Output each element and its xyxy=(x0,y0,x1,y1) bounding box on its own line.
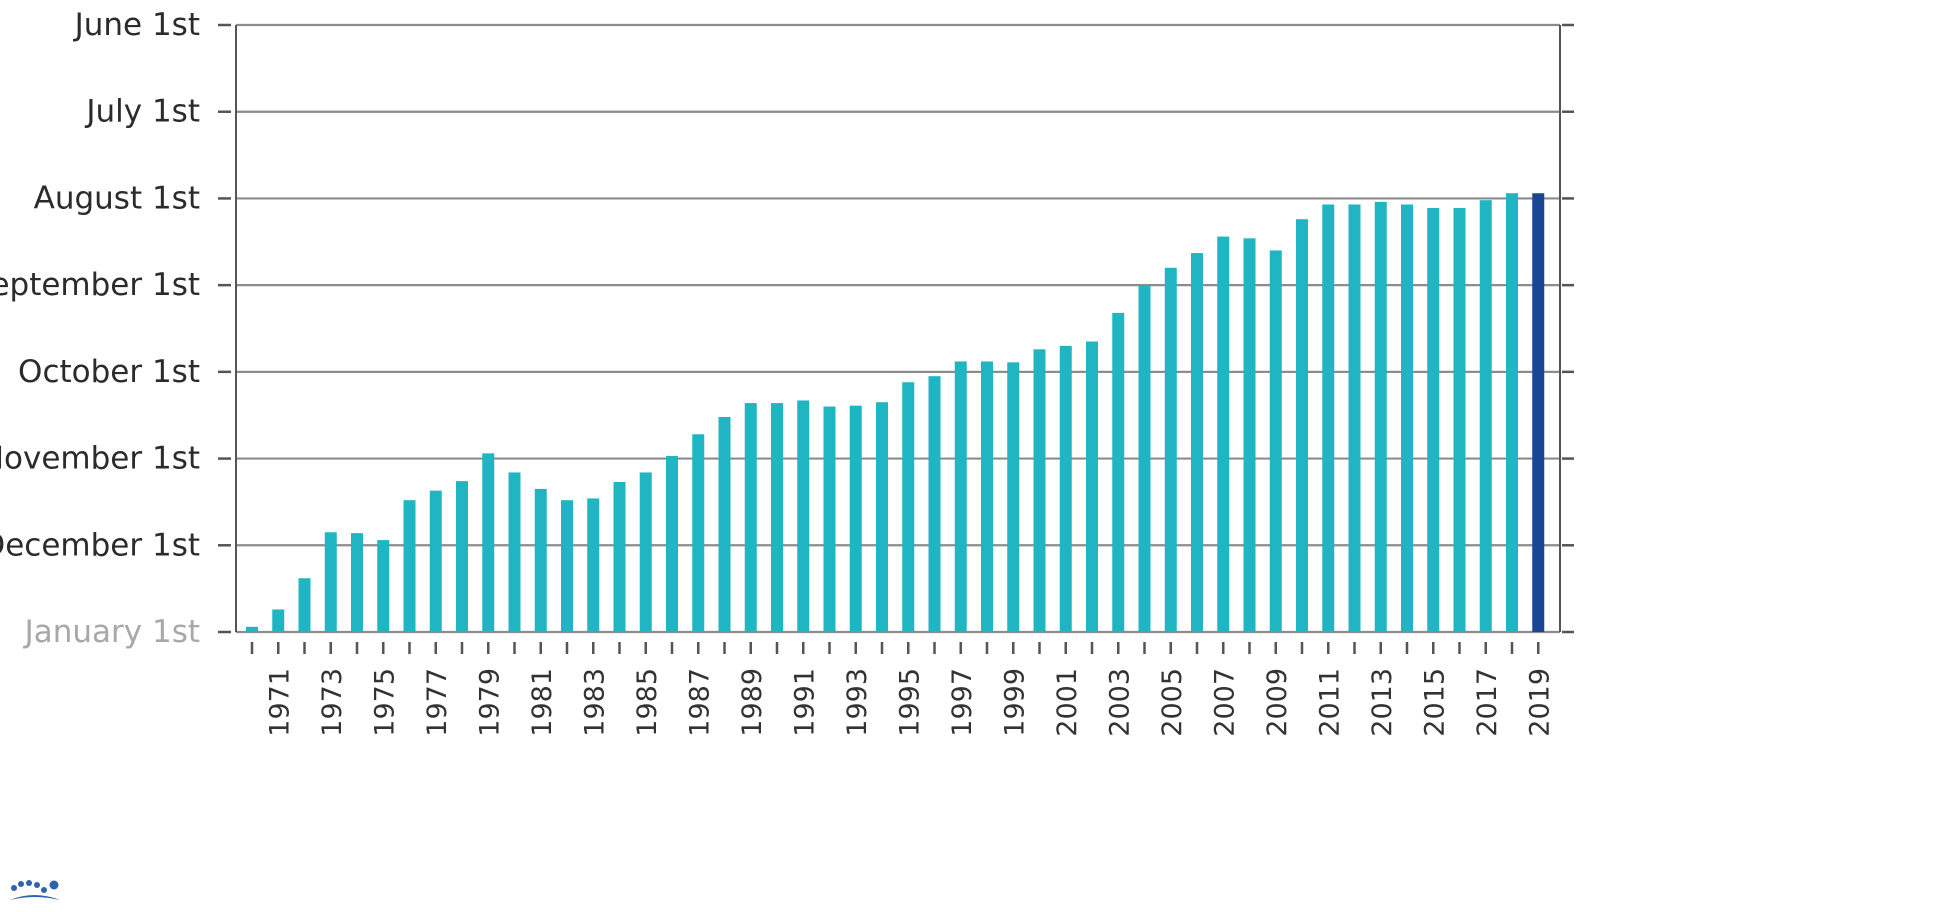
bar-1972 xyxy=(298,578,311,632)
bar-2013 xyxy=(1374,201,1387,632)
bar-1988 xyxy=(718,416,731,632)
x-tick-label: 1981 xyxy=(527,668,558,737)
bar-2010 xyxy=(1296,219,1308,633)
bar-1983 xyxy=(587,498,600,632)
bar-2004 xyxy=(1138,286,1151,632)
y-tick-label: August 1st xyxy=(34,180,200,216)
bar-1981 xyxy=(534,488,547,632)
y-axis: June 1st July 1st August 1st September 1st O… xyxy=(0,7,1574,650)
x-tick-label: 2017 xyxy=(1472,668,1503,737)
bar-1976 xyxy=(403,500,416,632)
bar-1974 xyxy=(351,533,363,632)
bar-1994 xyxy=(876,402,888,632)
x-tick-label: 1977 xyxy=(422,668,453,737)
y-tick-label: December 1st xyxy=(0,527,200,563)
bar-1978 xyxy=(456,481,468,632)
bars xyxy=(246,193,1545,633)
x-tick-label: 1987 xyxy=(684,668,715,737)
bar-2014 xyxy=(1401,204,1413,632)
y-tick-label: January 1st xyxy=(23,614,200,650)
bar-1999 xyxy=(1007,362,1020,632)
x-tick-label: 1975 xyxy=(369,668,400,737)
x-tick-label: 1973 xyxy=(317,668,348,737)
bar-1982 xyxy=(561,500,573,632)
x-tick-label: 1985 xyxy=(632,668,663,737)
y-tick-label: November 1st xyxy=(0,441,200,477)
bar-2002 xyxy=(1086,341,1098,632)
bar-1973 xyxy=(324,532,337,632)
bar-1979 xyxy=(482,453,495,632)
bar-1991 xyxy=(797,400,810,632)
x-tick-label: 2013 xyxy=(1367,668,1398,737)
x-tick-label: 1993 xyxy=(842,668,873,737)
logo-icon xyxy=(10,880,60,900)
x-tick-label: 2005 xyxy=(1157,668,1188,737)
bar-2006 xyxy=(1191,253,1203,632)
bar-2008 xyxy=(1243,238,1256,632)
bar-2018 xyxy=(1506,193,1518,632)
bar-2016 xyxy=(1453,207,1466,632)
bar-1985 xyxy=(639,472,652,632)
bar-1997 xyxy=(954,361,967,632)
bar-2005 xyxy=(1164,267,1177,632)
x-tick-label: 1989 xyxy=(737,668,768,737)
x-tick-label: 1983 xyxy=(579,668,610,737)
x-tick-label: 2007 xyxy=(1209,668,1240,737)
bar-1980 xyxy=(508,472,521,632)
bar-2012 xyxy=(1348,204,1361,632)
x-tick-label: 1971 xyxy=(264,668,295,737)
bar-1995 xyxy=(902,382,915,632)
bar-2003 xyxy=(1112,312,1125,632)
y-tick-label: October 1st xyxy=(18,354,200,390)
bar-2001 xyxy=(1059,345,1072,632)
bar-1993 xyxy=(849,405,862,632)
bar-1987 xyxy=(692,434,705,632)
bar-2007 xyxy=(1217,236,1230,632)
bar-2017 xyxy=(1479,200,1492,633)
bar-1977 xyxy=(429,490,442,632)
x-axis: 1971 1973 1975 1977 1979 1981 1983 1985 1987 1989… xyxy=(250,642,1555,737)
x-tick-label: 2011 xyxy=(1314,668,1345,737)
x-tick-label: 2001 xyxy=(1052,668,1083,737)
bar-1984 xyxy=(613,481,626,632)
plot-frame xyxy=(235,25,1561,632)
bar-2019 xyxy=(1532,193,1545,632)
y-tick-label: July 1st xyxy=(84,94,200,130)
bar-1970 xyxy=(246,626,258,632)
bar-1975 xyxy=(377,540,390,632)
bar-1998 xyxy=(981,361,993,632)
y-tick-label: June 1st xyxy=(73,7,200,43)
bar-2015 xyxy=(1427,207,1440,632)
bar-2009 xyxy=(1269,250,1282,632)
y-tick-label: September 1st xyxy=(0,267,200,303)
x-tick-label: 1999 xyxy=(999,668,1030,737)
bar-1996 xyxy=(928,376,941,632)
x-tick-label: 1995 xyxy=(894,668,925,737)
bar-1990 xyxy=(771,403,783,632)
x-tick-label: 2015 xyxy=(1419,668,1450,737)
bar-1986 xyxy=(666,455,678,632)
x-tick-label: 2003 xyxy=(1104,668,1135,737)
bar-2000 xyxy=(1033,349,1046,632)
bar-1989 xyxy=(744,403,757,632)
x-tick-label: 1979 xyxy=(474,668,505,737)
x-tick-label: 1997 xyxy=(947,668,978,737)
x-tick-label: 2009 xyxy=(1262,668,1293,737)
x-tick-label: 1991 xyxy=(789,668,820,737)
bar-1992 xyxy=(823,406,836,632)
bar-1971 xyxy=(272,609,285,632)
x-tick-label: 2019 xyxy=(1524,668,1555,737)
bar-2011 xyxy=(1322,204,1335,632)
